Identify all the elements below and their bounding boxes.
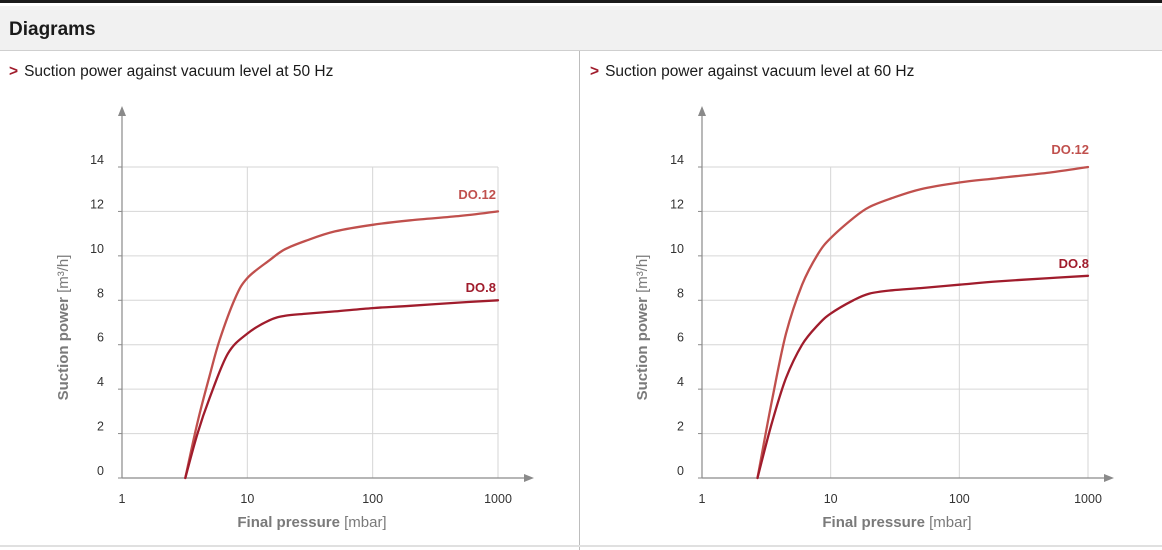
series-line-do12 [756,165,1090,480]
series-label: DO.12 [1051,142,1089,157]
chart-title-text: Suction power against vacuum level at 50… [24,63,334,80]
x-tick-label: 10 [824,492,838,506]
series-label: DO.8 [466,280,496,295]
y-tick-label: 6 [677,331,684,345]
y-tick-label: 8 [677,286,684,300]
chevron-right-icon: > [590,63,600,80]
x-axis-title: Final pressure [mbar] [237,514,386,531]
y-tick-label: 14 [670,153,684,167]
y-tick-label: 14 [90,153,104,167]
x-axis-label: Final pressure [237,514,344,531]
y-tick-label: 4 [97,375,104,389]
y-axis-unit: [m³/h] [55,255,72,293]
y-tick-label: 0 [677,464,684,478]
x-tick-label: 100 [949,492,970,506]
chart-title-50hz: > Suction power against vacuum level at 5… [9,63,333,81]
x-tick-label: 10 [240,492,254,506]
x-axis-label: Final pressure [822,514,929,531]
x-tick-label: 1000 [484,492,512,506]
series-label: DO.12 [458,187,496,202]
y-axis-label: Suction power [55,293,72,401]
x-axis-unit: [mbar] [929,514,972,531]
y-tick-label: 0 [97,464,104,478]
section-title: Diagrams [9,19,96,40]
y-tick-label: 2 [677,420,684,434]
diagrams-header: Diagrams [0,6,1162,51]
chart-panel-60hz: > Suction power against vacuum level at 6… [581,51,1162,550]
x-axis-arrow-icon [1104,474,1114,482]
series-line-do8 [184,299,500,480]
chevron-right-icon: > [9,63,19,80]
y-axis-title: Suction power [m³/h] [55,255,72,401]
chart-title-60hz: > Suction power against vacuum level at 6… [590,63,914,81]
x-tick-label: 100 [362,492,383,506]
chart-panel-50hz: > Suction power against vacuum level at 5… [0,51,580,550]
y-tick-label: 10 [90,242,104,256]
y-tick-label: 12 [90,197,104,211]
y-axis-arrow-icon [118,106,126,116]
series-line-do12 [184,210,500,480]
series-line-do8 [756,274,1090,480]
chart-60hz: 0 2 4 6 8 10 12 14 1 10 100 1000 Final pressure [mba… [634,106,1114,531]
y-tick-label: 6 [97,331,104,345]
x-tick-label: 1 [699,492,706,506]
bottom-divider [0,545,1162,547]
y-tick-label: 8 [97,286,104,300]
y-tick-label: 10 [670,242,684,256]
x-axis-unit: [mbar] [344,514,387,531]
y-tick-label: 12 [670,197,684,211]
y-tick-label: 4 [677,375,684,389]
x-tick-label: 1 [119,492,126,506]
y-axis-unit: [m³/h] [634,255,651,293]
y-axis-arrow-icon [698,106,706,116]
chart-50hz: 0 2 4 6 8 10 12 14 1 10 100 1000 Final pressure [mba… [55,106,534,531]
x-axis-title: Final pressure [mbar] [822,514,971,531]
chart-title-text: Suction power against vacuum level at 60… [605,63,915,80]
series-label: DO.8 [1059,256,1089,271]
y-axis-label: Suction power [634,293,651,401]
x-tick-label: 1000 [1074,492,1102,506]
y-axis-title: Suction power [m³/h] [634,255,651,401]
y-tick-label: 2 [97,420,104,434]
x-axis-arrow-icon [524,474,534,482]
